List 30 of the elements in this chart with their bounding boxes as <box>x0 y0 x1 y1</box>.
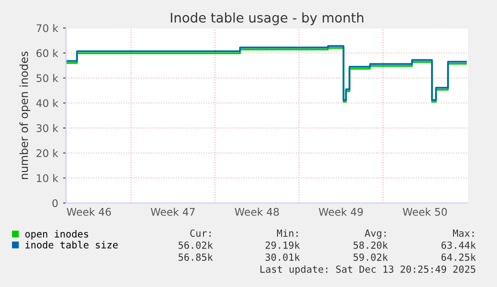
text: Max: <box>452 230 474 237</box>
text: Avg: <box>364 230 386 239</box>
text: Last update: Sat Dec 13 20:25:49 2025 <box>260 265 476 275</box>
x-tick-label: Week 47 <box>150 208 195 216</box>
y-tick-label: 0 <box>52 199 58 208</box>
y-tick-label: 40 k <box>36 99 58 108</box>
y-tick-label: 70 k <box>36 24 58 32</box>
x-tick-label: Week 50 <box>402 208 447 216</box>
y-tick-label: 60 k <box>36 49 58 58</box>
text: 64.25k <box>442 253 476 261</box>
x-tick-label: Week 46 <box>66 208 111 216</box>
text: 58.20k <box>354 241 388 249</box>
text: 30.01k <box>266 253 300 261</box>
y-axis-title: number of open inodes <box>19 52 30 179</box>
y-tick-label: 10 k <box>36 174 58 182</box>
text: 59.02k <box>354 253 388 261</box>
text: 63.44k <box>442 241 476 249</box>
text: Min: <box>276 229 298 237</box>
text: 56.85k <box>178 253 213 261</box>
legend-label: inode table size <box>25 240 118 248</box>
x-tick-label: Week 49 <box>318 208 363 216</box>
text: 29.19k <box>266 241 300 249</box>
legend-label: open inodes <box>25 230 88 240</box>
x-tick-label: Week 48 <box>234 208 279 216</box>
y-tick-label: 20 k <box>36 149 58 158</box>
text: Cur: <box>190 229 211 237</box>
chart-title: Inode table usage - by month <box>170 12 364 26</box>
y-tick-label: 50 k <box>36 74 58 82</box>
text: 56.02k <box>178 241 213 249</box>
y-tick-label: 30 k <box>36 124 58 132</box>
